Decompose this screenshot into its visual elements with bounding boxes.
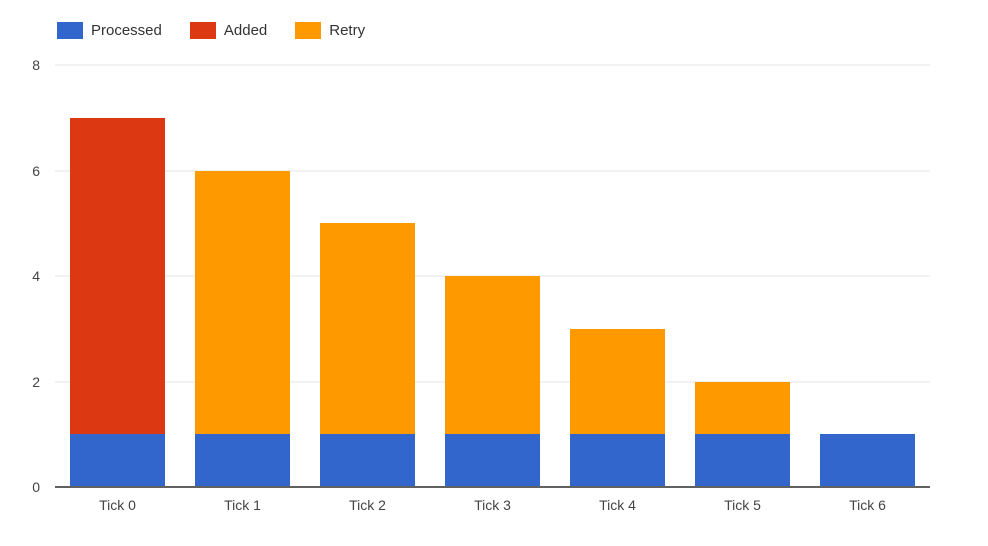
bar-segment-processed-tick-3[interactable] xyxy=(445,434,540,487)
bar-segment-processed-tick-2[interactable] xyxy=(320,434,415,487)
bar-tick-4[interactable] xyxy=(570,65,665,487)
bars xyxy=(55,65,930,487)
y-tick-label: 2 xyxy=(32,373,40,390)
x-axis-labels: Tick 0 Tick 1 Tick 2 Tick 3 Tick 4 Tick 5 Tick… xyxy=(55,497,930,513)
legend-swatch-added-icon xyxy=(189,22,216,39)
legend-label-retry: Retry xyxy=(329,22,366,39)
bar-group-tick-0 xyxy=(55,65,180,487)
bar-tick-3[interactable] xyxy=(445,65,540,487)
bar-tick-6[interactable] xyxy=(820,65,915,487)
legend-swatch-retry-icon xyxy=(295,22,322,39)
bar-group-tick-2 xyxy=(305,65,430,487)
x-axis-baseline xyxy=(55,486,930,488)
legend-item-added: Added xyxy=(189,22,268,39)
y-tick-label: 4 xyxy=(32,268,40,284)
bar-segment-retry-tick-2[interactable] xyxy=(320,223,415,435)
x-tick-label: Tick 1 xyxy=(224,497,261,513)
bar-segment-retry-tick-3[interactable] xyxy=(445,276,540,435)
x-tick-label: Tick 2 xyxy=(349,497,386,513)
x-tick-label: Tick 0 xyxy=(99,497,136,513)
bar-segment-processed-tick-1[interactable] xyxy=(195,434,290,487)
legend-label-processed: Processed xyxy=(91,22,162,39)
x-tick-label: Tick 4 xyxy=(599,497,636,513)
bar-group-tick-1 xyxy=(180,65,305,487)
bar-segment-processed-tick-6[interactable] xyxy=(820,434,915,487)
plot-area xyxy=(55,64,930,488)
bar-group-tick-4 xyxy=(555,65,680,487)
bar-tick-2[interactable] xyxy=(320,65,415,487)
bar-segment-processed-tick-0[interactable] xyxy=(70,434,165,487)
legend-item-processed: Processed xyxy=(57,22,162,39)
bar-group-tick-6 xyxy=(805,65,930,487)
bar-segment-retry-tick-4[interactable] xyxy=(570,328,665,435)
bar-segment-retry-tick-1[interactable] xyxy=(195,170,290,435)
chart-legend: Processed Added Retry xyxy=(57,22,365,39)
legend-item-retry: Retry xyxy=(295,22,365,39)
bar-group-tick-3 xyxy=(430,65,555,487)
bar-tick-5[interactable] xyxy=(695,65,790,487)
gridline xyxy=(55,170,930,171)
y-tick-label: 0 xyxy=(32,479,40,495)
y-tick-label: 6 xyxy=(32,162,40,179)
gridline xyxy=(55,64,930,66)
legend-swatch-processed-icon xyxy=(57,22,83,39)
x-tick-label: Tick 5 xyxy=(724,497,761,513)
y-tick-label: 8 xyxy=(32,57,40,73)
x-tick-label: Tick 6 xyxy=(849,497,886,513)
x-tick-label: Tick 3 xyxy=(474,497,511,513)
legend-label-added: Added xyxy=(223,22,268,39)
bar-segment-added-tick-0[interactable] xyxy=(70,117,165,435)
bar-segment-retry-tick-5[interactable] xyxy=(695,381,790,435)
bar-group-tick-5 xyxy=(680,65,805,487)
bar-segment-processed-tick-5[interactable] xyxy=(695,434,790,487)
bar-segment-processed-tick-4[interactable] xyxy=(570,434,665,487)
bar-tick-1[interactable] xyxy=(195,65,290,487)
bar-tick-0[interactable] xyxy=(70,65,165,487)
y-axis-labels: 0 2 4 6 8 xyxy=(0,58,40,494)
